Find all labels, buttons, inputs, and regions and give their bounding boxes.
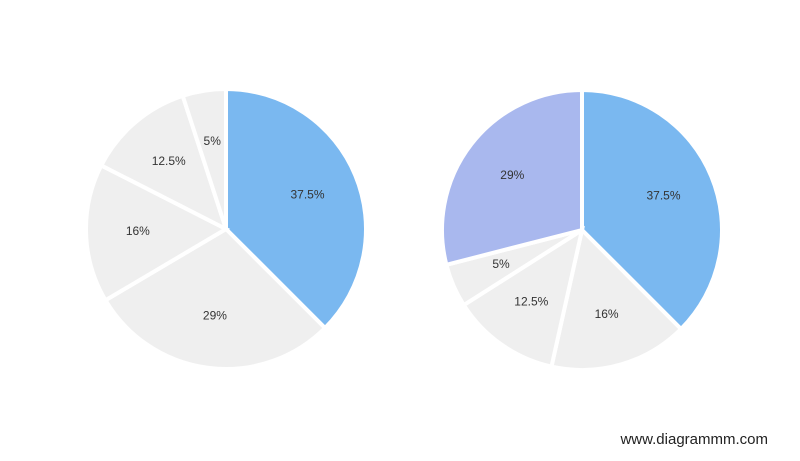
pie-slice: [580, 87, 724, 332]
slice-label: 16%: [595, 307, 619, 321]
pie-slice: [84, 162, 231, 304]
slice-label: 37.5%: [646, 188, 680, 202]
slice-label: 5%: [492, 257, 510, 271]
pie-slice: [440, 87, 584, 268]
slice-label: 12.5%: [152, 154, 186, 168]
slice-label: 5%: [204, 134, 222, 148]
slice-label: 29%: [203, 309, 227, 323]
pie-slice: [224, 86, 368, 331]
pie-slice: [549, 226, 684, 372]
slice-label: 16%: [126, 224, 150, 238]
slice-label: 29%: [500, 168, 524, 182]
slice-label: 37.5%: [290, 187, 324, 201]
pie-slice: [461, 225, 586, 370]
pie-slice: [102, 226, 328, 371]
pie-slice: [98, 93, 230, 233]
watermark: www.diagrammm.com: [619, 431, 768, 448]
pie-slice: [180, 86, 228, 230]
slice-label: 12.5%: [514, 294, 548, 308]
